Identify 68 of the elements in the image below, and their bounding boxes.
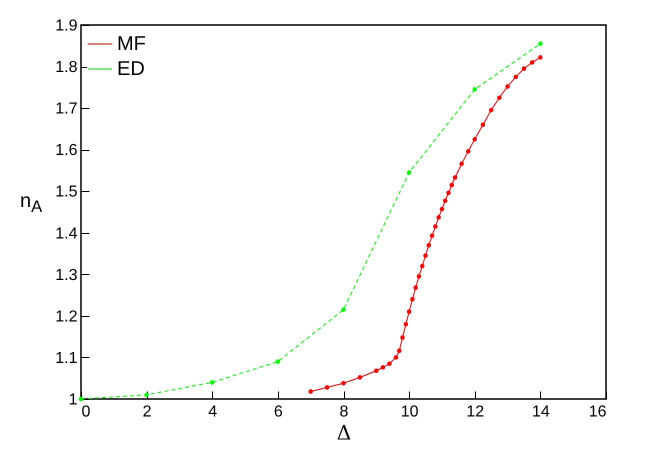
x-tick-label: 0 — [82, 404, 90, 420]
point — [410, 297, 415, 302]
y-tick-label: 1.6 — [55, 142, 78, 160]
y-tick-label: 1.5 — [55, 184, 78, 201]
point — [397, 348, 402, 354]
point — [436, 215, 441, 220]
point — [497, 95, 502, 100]
point — [459, 162, 464, 166]
y-tick-label: 1.4 — [55, 225, 78, 242]
point — [78, 396, 84, 402]
x-tick-label: 14 — [532, 404, 550, 420]
point — [450, 182, 454, 188]
point — [358, 375, 362, 380]
point — [433, 224, 438, 229]
point — [341, 380, 346, 386]
point — [522, 66, 526, 71]
point — [413, 285, 418, 290]
point — [480, 122, 486, 127]
point — [423, 253, 428, 258]
x-tick-label: 6 — [274, 404, 283, 420]
point — [446, 190, 451, 196]
point — [472, 87, 477, 92]
point — [488, 108, 494, 112]
x-tick-label: 4 — [208, 404, 218, 420]
point — [394, 355, 398, 360]
point — [210, 380, 214, 385]
point — [452, 175, 458, 180]
point — [406, 310, 412, 314]
point — [308, 389, 313, 394]
point — [440, 206, 444, 212]
y-tick-label: 1.7 — [55, 100, 78, 118]
point — [276, 359, 280, 364]
point — [466, 149, 470, 154]
point — [404, 322, 408, 326]
y-tick-label: 1.2 — [55, 308, 78, 326]
point — [400, 335, 405, 340]
point — [144, 392, 149, 398]
point — [430, 233, 434, 238]
point — [538, 55, 543, 60]
point — [426, 243, 432, 248]
point — [530, 60, 534, 65]
y-tick-label: 1 — [68, 392, 78, 408]
y-tick-label: 1.1 — [55, 350, 78, 367]
legend-label: MF — [117, 33, 146, 55]
y-axis-title: n$_{A}$ — [20, 190, 42, 217]
point — [420, 264, 424, 268]
legend-label: ED — [117, 58, 145, 80]
point — [505, 84, 510, 89]
point — [538, 41, 543, 46]
x-tick-label: 8 — [340, 404, 349, 420]
y-tick-label: 1.3 — [55, 266, 78, 284]
x-tick-label: 16 — [588, 404, 607, 420]
point — [406, 170, 412, 175]
point — [380, 365, 386, 370]
point — [416, 274, 422, 279]
point — [324, 385, 330, 390]
x-tick-label: 10 — [400, 404, 419, 420]
point — [472, 137, 477, 142]
point — [442, 198, 448, 204]
point — [514, 74, 518, 80]
point — [387, 361, 392, 366]
y-tick-label: 1.9 — [55, 18, 78, 34]
x-tick-label: 12 — [466, 404, 484, 420]
point — [341, 307, 346, 312]
y-tick-label: 1.8 — [55, 59, 78, 76]
x-tick-label: 2 — [142, 404, 152, 420]
x-axis-title: Δ — [336, 420, 352, 444]
point — [374, 368, 379, 373]
